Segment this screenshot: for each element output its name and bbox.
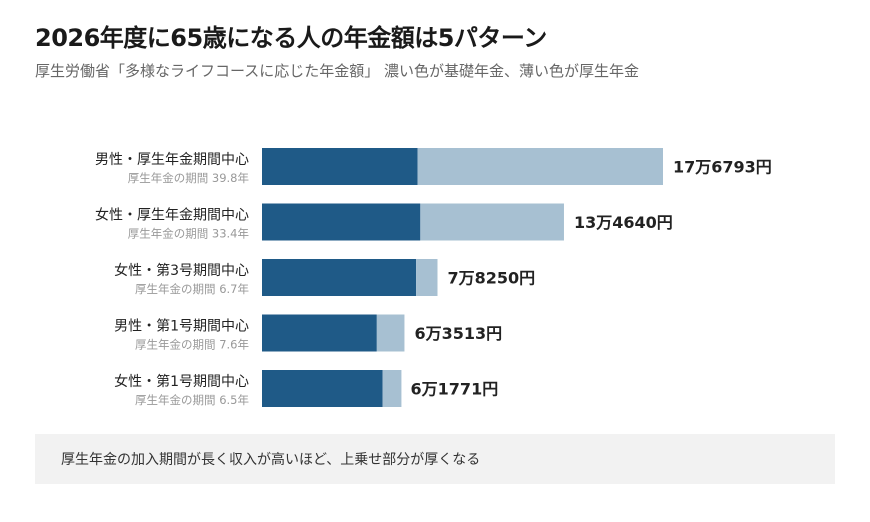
bar-segment-employee-1	[417, 148, 663, 185]
category-label-2: 女性・厚生年金期間中心	[95, 207, 249, 224]
value-label-1: 17万6793円	[673, 158, 772, 177]
category-label-5: 女性・第1号期間中心	[114, 373, 249, 390]
category-sublabel-4: 厚生年金の期間 7.6年	[135, 338, 249, 352]
bar-segment-employee-2	[420, 203, 564, 241]
value-labels: 17万6793円 13万4640円 7万8250円 6万3513円 6万1771円	[411, 158, 772, 399]
bar-group	[262, 148, 663, 407]
value-label-4: 6万3513円	[414, 324, 502, 343]
category-label-3: 女性・第3号期間中心	[114, 262, 249, 279]
value-label-3: 7万8250円	[448, 269, 536, 288]
bar-segment-basic-1	[262, 148, 418, 185]
category-sublabel-3: 厚生年金の期間 6.7年	[135, 282, 249, 296]
bar-segment-basic-2	[262, 203, 421, 241]
category-sublabel-1: 厚生年金の期間 39.8年	[128, 171, 249, 185]
value-label-5: 6万1771円	[411, 380, 499, 399]
bar-segment-employee-5	[382, 370, 402, 407]
category-sublabel-5: 厚生年金の期間 6.5年	[135, 393, 249, 407]
category-label-1: 男性・厚生年金期間中心	[95, 152, 249, 168]
value-label-2: 13万4640円	[574, 213, 673, 232]
category-label-4: 男性・第1号期間中心	[114, 318, 249, 335]
bar-segment-basic-4	[262, 314, 377, 352]
bar-segment-employee-3	[416, 259, 438, 296]
bar-segment-basic-3	[262, 259, 417, 296]
note-box: 厚生年金の加入期間が長く収入が高いほど、上乗せ部分が厚くなる	[35, 434, 835, 484]
bar-segment-employee-4	[376, 314, 405, 352]
chart-title: 2026年度に65歳になる人の年金額は5パターン	[35, 24, 547, 52]
chart-subtitle: 厚生労働省「多様なライフコースに応じた年金額」 濃い色が基礎年金、薄い色が厚生年…	[35, 62, 640, 80]
category-sublabel-2: 厚生年金の期間 33.4年	[128, 227, 249, 241]
note-text: 厚生年金の加入期間が長く収入が高いほど、上乗せ部分が厚くなる	[61, 452, 481, 468]
bar-segment-basic-5	[262, 370, 383, 407]
